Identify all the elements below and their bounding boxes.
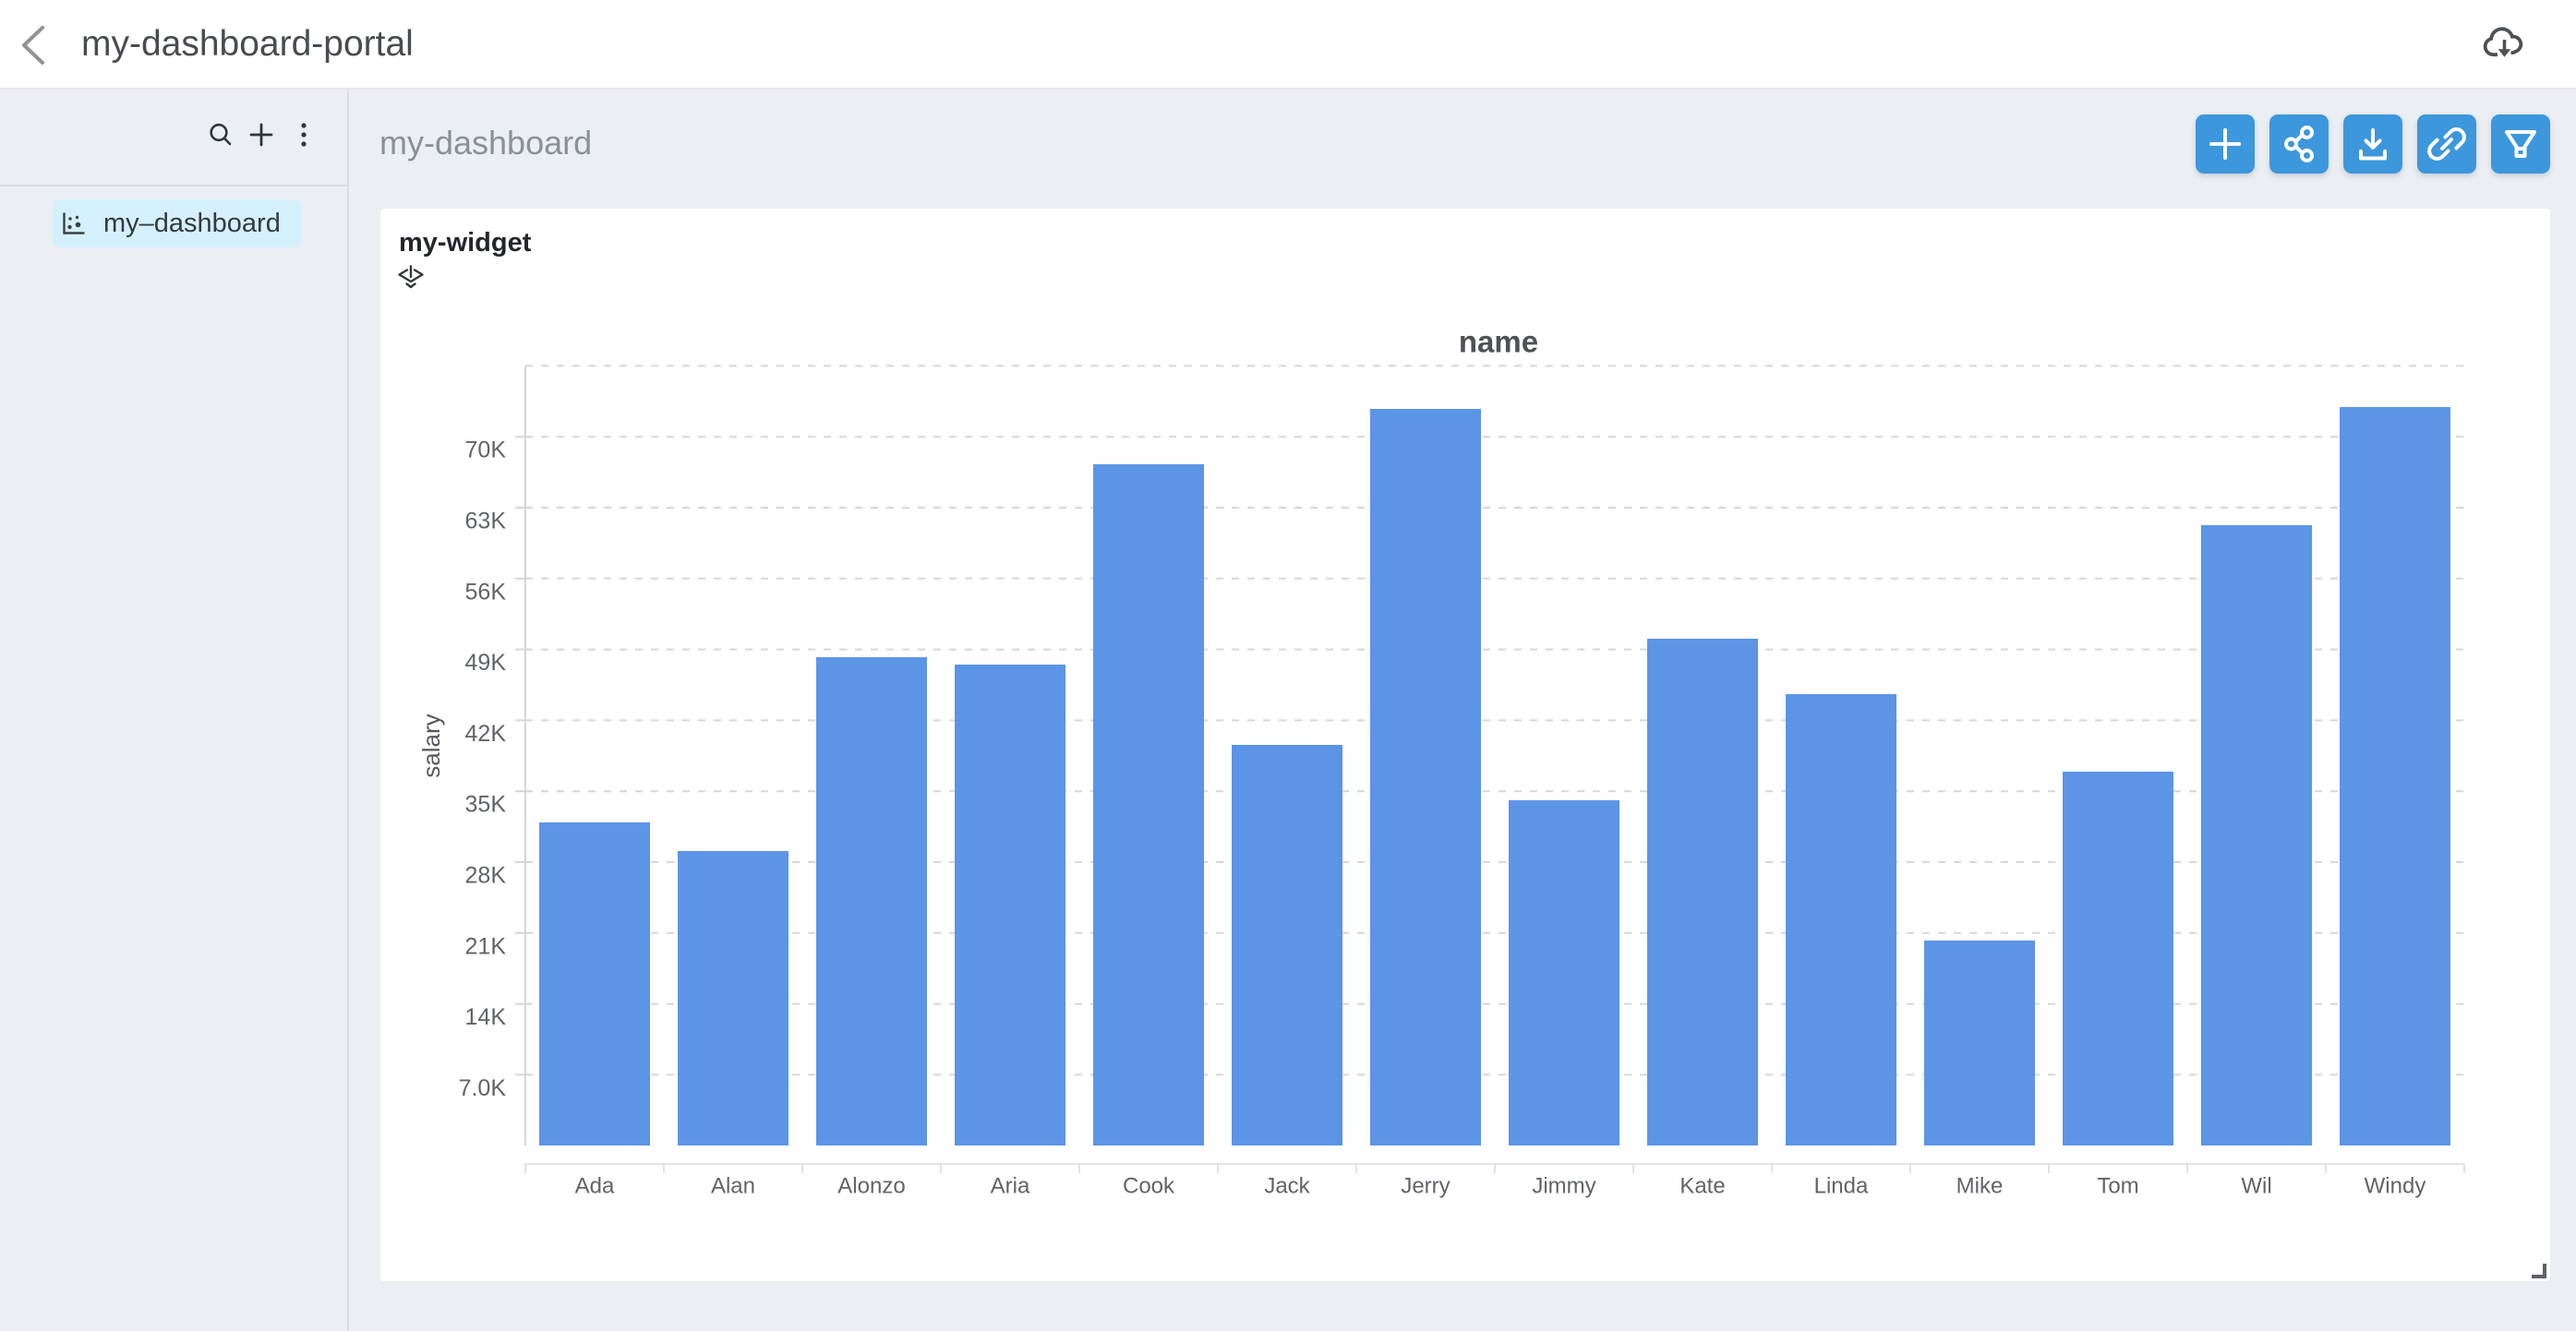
svg-text:name: name	[1459, 325, 1538, 359]
svg-text:Kate: Kate	[1679, 1174, 1725, 1199]
svg-text:Alonzo: Alonzo	[837, 1174, 905, 1199]
svg-text:salary: salary	[417, 713, 445, 777]
svg-text:Aria: Aria	[991, 1174, 1030, 1199]
svg-text:42K: 42K	[465, 721, 507, 747]
svg-text:Jerry: Jerry	[1401, 1174, 1450, 1199]
svg-text:63K: 63K	[465, 509, 507, 534]
svg-text:Jack: Jack	[1264, 1174, 1310, 1199]
svg-text:28K: 28K	[465, 863, 507, 889]
svg-text:Alan: Alan	[711, 1174, 755, 1199]
svg-text:70K: 70K	[465, 438, 507, 463]
svg-text:Mike: Mike	[1956, 1174, 2004, 1199]
svg-text:56K: 56K	[465, 579, 507, 605]
svg-text:Tom: Tom	[2097, 1174, 2138, 1199]
svg-text:Jimmy: Jimmy	[1532, 1174, 1595, 1199]
svg-text:21K: 21K	[465, 933, 507, 959]
svg-text:Windy: Windy	[2365, 1174, 2426, 1199]
svg-text:Linda: Linda	[1814, 1174, 1869, 1199]
svg-text:49K: 49K	[465, 650, 507, 676]
svg-text:14K: 14K	[465, 1004, 507, 1030]
svg-text:Wil: Wil	[2241, 1174, 2271, 1199]
svg-text:7.0K: 7.0K	[459, 1075, 507, 1101]
svg-text:35K: 35K	[465, 792, 507, 818]
svg-text:Ada: Ada	[575, 1174, 615, 1199]
svg-text:Cook: Cook	[1123, 1174, 1175, 1199]
